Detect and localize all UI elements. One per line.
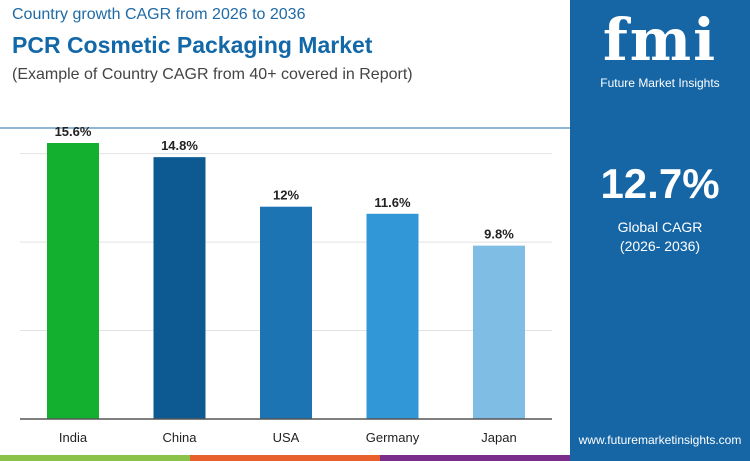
x-tick-label: India bbox=[59, 430, 88, 445]
bar-usa bbox=[260, 206, 312, 419]
x-tick-label: Germany bbox=[366, 430, 420, 445]
divider bbox=[0, 127, 570, 129]
strip-green bbox=[0, 455, 190, 461]
fmi-logo: fmi bbox=[602, 6, 718, 74]
data-label: 9.8% bbox=[484, 227, 514, 242]
strip-orange bbox=[190, 455, 380, 461]
cagr-period: (2026- 2036) bbox=[619, 238, 701, 254]
side-panel: fmi Future Market Insights 12.7% Global … bbox=[570, 0, 750, 461]
bar-germany bbox=[366, 213, 419, 419]
global-cagr-value: 12.7% bbox=[600, 160, 720, 207]
x-tick-label: China bbox=[163, 430, 198, 445]
x-tick-label: Japan bbox=[481, 430, 516, 445]
strip-purple bbox=[380, 455, 570, 461]
bar-india bbox=[47, 143, 99, 419]
brand-name: Future Market Insights bbox=[600, 76, 720, 90]
bar-japan bbox=[473, 245, 525, 419]
data-label: 12% bbox=[273, 188, 299, 203]
bar-china bbox=[153, 157, 206, 419]
cagr-label: Global CAGR bbox=[617, 219, 703, 235]
page-title: PCR Cosmetic Packaging Market bbox=[12, 32, 373, 58]
note: (Example of Country CAGR from 40+ covere… bbox=[12, 66, 413, 83]
data-label: 14.8% bbox=[161, 138, 198, 153]
x-tick-label: USA bbox=[273, 430, 300, 445]
global-cagr-label: Global CAGR (2026- 2036) bbox=[570, 218, 750, 256]
website-link[interactable]: www.futuremarketinsights.com bbox=[578, 433, 742, 447]
bar-chart: 15.6% India 14.8% China 12% USA 11.6% Germany 9.… bbox=[20, 124, 552, 445]
subtitle: Country growth CAGR from 2026 to 2036 bbox=[12, 6, 306, 23]
data-label: 15.6% bbox=[55, 124, 92, 139]
data-label: 11.6% bbox=[374, 195, 411, 210]
